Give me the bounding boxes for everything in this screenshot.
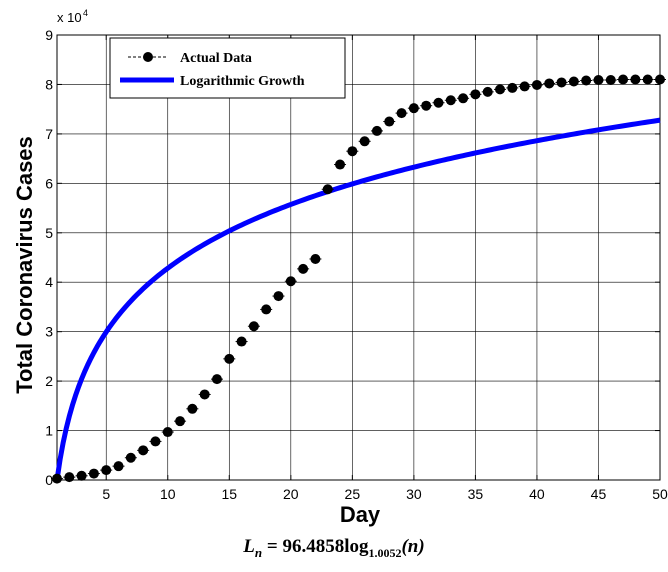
x-tick-label: 5 — [102, 486, 110, 502]
actual-data-point — [531, 79, 542, 90]
y-multiplier-exponent: 4 — [83, 8, 88, 18]
actual-data-point — [261, 304, 272, 315]
actual-data-point — [298, 263, 309, 274]
y-tick-label: 9 — [45, 27, 53, 43]
actual-data-point — [64, 472, 75, 483]
actual-data-point — [396, 108, 407, 119]
actual-data-point — [175, 416, 186, 427]
x-axis-label: Day — [340, 502, 381, 527]
legend-label-logarithmic-growth: Logarithmic Growth — [180, 74, 305, 89]
x-tick-label: 20 — [283, 486, 299, 502]
actual-data-point — [556, 77, 567, 88]
actual-data-point — [408, 103, 419, 114]
actual-data-point — [113, 461, 124, 472]
y-tick-label: 2 — [45, 373, 53, 389]
actual-data-point — [88, 468, 99, 479]
actual-data-point — [384, 116, 395, 127]
actual-data-point — [52, 473, 62, 484]
y-multiplier: x 10 — [57, 10, 82, 25]
actual-data-point — [101, 465, 112, 476]
formula-argument: (n) — [401, 536, 425, 557]
legend-marker — [143, 52, 153, 62]
actual-data-point — [310, 253, 321, 264]
actual-data-point — [248, 321, 259, 332]
y-axis-label: Total Coronavirus Cases — [12, 136, 37, 394]
x-tick-label: 45 — [591, 486, 607, 502]
y-tick-label: 0 — [45, 472, 53, 488]
actual-data-point — [519, 81, 530, 92]
legend-box — [109, 37, 346, 99]
actual-data-point — [125, 452, 136, 463]
actual-data-series — [51, 74, 666, 484]
y-tick-label: 5 — [45, 225, 53, 241]
actual-data-point — [199, 389, 210, 400]
actual-data-point — [421, 100, 432, 111]
logarithmic-growth-line — [54, 117, 661, 481]
formula-lhs: L — [243, 536, 255, 557]
formula-lhs-subscript: n — [254, 544, 263, 560]
actual-data-point — [618, 74, 629, 85]
actual-data-point — [371, 125, 382, 136]
actual-data-point — [187, 403, 198, 414]
legend-label-actual-data: Actual Data — [180, 51, 252, 66]
y-tick-label: 8 — [45, 76, 53, 92]
actual-data-point — [224, 353, 235, 364]
actual-data-point — [568, 76, 579, 87]
x-tick-label: 15 — [221, 486, 237, 502]
actual-data-point — [482, 86, 493, 97]
actual-data-point — [211, 374, 222, 385]
actual-data-point — [470, 89, 481, 100]
x-tick-label: 30 — [406, 486, 422, 502]
actual-data-point — [150, 436, 161, 447]
actual-data-point — [630, 74, 641, 85]
plot-frame — [56, 34, 661, 481]
actual-data-point — [445, 95, 456, 106]
y-tick-label: 7 — [45, 126, 53, 142]
actual-data-point — [507, 82, 518, 93]
legend: Actual Data Logarithmic Growth — [109, 37, 346, 99]
actual-data-point — [322, 184, 333, 195]
x-tick-label: 50 — [652, 486, 668, 502]
x-tick-label: 10 — [160, 486, 176, 502]
y-tick-label: 6 — [45, 175, 53, 191]
actual-data-point — [347, 146, 358, 157]
actual-data-point — [433, 97, 444, 108]
actual-data-point — [273, 291, 284, 302]
logarithmic-growth-series — [54, 117, 661, 481]
actual-data-point — [581, 75, 592, 86]
actual-data-point — [642, 74, 653, 85]
x-tick-label: 25 — [345, 486, 361, 502]
formula-equals: = 96.4858log — [262, 536, 369, 557]
y-tick-label: 1 — [45, 423, 53, 439]
actual-data-point — [605, 74, 616, 85]
formula-caption: Ln = 96.4858log1.0052(n) — [0, 536, 668, 561]
actual-data-point — [593, 74, 604, 85]
actual-data-point — [236, 336, 247, 347]
y-tick-label: 4 — [45, 274, 53, 290]
y-tick-label: 3 — [45, 324, 53, 340]
grid — [57, 34, 661, 481]
actual-data-point — [458, 93, 469, 104]
formula-log-base: 1.0052 — [368, 545, 402, 560]
actual-data-point — [495, 84, 506, 95]
actual-data-point — [544, 78, 555, 89]
actual-data-point — [76, 470, 87, 481]
actual-data-point — [162, 427, 173, 438]
actual-data-point — [359, 136, 370, 147]
actual-data-point — [138, 445, 149, 456]
actual-data-point — [285, 276, 296, 287]
x-tick-label: 40 — [529, 486, 545, 502]
actual-data-point — [335, 159, 346, 170]
x-tick-label: 35 — [468, 486, 484, 502]
actual-data-point — [655, 74, 665, 85]
